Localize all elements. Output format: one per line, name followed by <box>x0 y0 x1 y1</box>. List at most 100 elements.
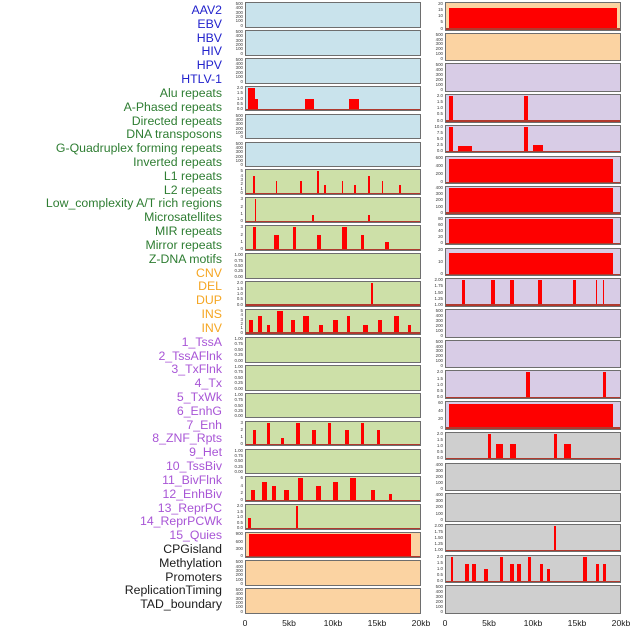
track-l3-y-axis: 500 400 300 200 100 0 <box>235 56 243 84</box>
row-label-1-tssa: 1_TssA <box>181 334 222 349</box>
data-bar <box>524 126 528 153</box>
track-r17-plot <box>445 493 621 522</box>
data-bar <box>602 372 607 398</box>
row-label-microsatellites: Microsatellites <box>144 210 222 225</box>
track-l5: 500 400 300 200 100 0 <box>226 113 421 140</box>
track-l9-bars <box>246 226 420 250</box>
row-label-hbv: HBV <box>196 30 222 45</box>
track-l16-bars <box>246 422 420 446</box>
track-r13-bars <box>446 371 620 398</box>
baseline <box>446 304 620 306</box>
track-l18-bars <box>246 477 420 502</box>
baseline <box>446 550 620 552</box>
track-r7-bars <box>446 187 620 214</box>
data-bar <box>449 7 617 30</box>
data-bar <box>487 433 492 460</box>
track-r7-y-axis: 400 300 200 100 0 <box>435 185 443 215</box>
track-r11: 500 400 300 200 100 0 <box>426 308 621 338</box>
track-r15: 2.0 1.5 1.0 0.5 0.0 <box>426 430 621 461</box>
data-bar <box>333 320 339 334</box>
track-r15-y-axis: 2.0 1.5 1.0 0.5 0.0 <box>436 430 443 461</box>
data-bar <box>496 444 504 460</box>
row-label-mirror-repeats: Mirror repeats <box>145 237 222 252</box>
data-bar <box>449 403 614 429</box>
data-bar <box>312 430 316 446</box>
data-bar <box>595 280 598 306</box>
track-r20: 500 400 300 200 100 0 <box>426 584 621 614</box>
data-bar <box>353 185 356 195</box>
data-bar <box>371 489 375 502</box>
track-l8-bars <box>246 198 420 223</box>
track-r8-plot <box>445 216 621 246</box>
track-l20-y-axis: 900 600 300 0 <box>235 531 243 558</box>
track-r1: 20 15 10 5 0 <box>426 1 621 31</box>
data-bar <box>385 242 389 250</box>
baseline <box>446 181 620 183</box>
data-bar <box>553 525 556 552</box>
track-r9-y-axis: 20 10 0 <box>438 246 443 277</box>
data-bar <box>266 422 271 446</box>
x-tick: 5kb <box>482 618 496 628</box>
row-label-15-quies: 15_Quies <box>169 528 222 543</box>
track-l5-bars <box>246 115 420 139</box>
row-label-12-enhbiv: 12_EnhBiv <box>162 486 222 501</box>
track-r1-y-axis: 20 15 10 5 0 <box>438 1 443 31</box>
data-bar <box>324 185 327 195</box>
track-l14-y-axis: 1.00 0.75 0.50 0.25 0.00 <box>234 363 243 391</box>
row-label-cnv: CNV <box>196 265 222 280</box>
row-label-inv: INV <box>201 320 223 335</box>
data-bar <box>393 315 400 334</box>
data-bar <box>449 252 614 276</box>
data-bar <box>484 569 488 583</box>
x-tick: 20kb <box>611 618 630 628</box>
row-label-7-enh: 7_Enh <box>186 417 222 432</box>
row-label-8-znf-rpts: 8_ZNF_Rpts <box>152 431 222 446</box>
track-r14: 60 40 20 0 <box>426 400 621 430</box>
track-r17-y-axis: 400 300 200 100 0 <box>435 492 443 522</box>
track-l6-y-axis: 500 400 300 200 100 0 <box>235 140 243 168</box>
row-label-hiv: HIV <box>201 44 223 59</box>
row-label-low-complexity-a-t-rich-regions: Low_complexity A/T rich regions <box>45 196 222 211</box>
row-label-l2-repeats: L2 repeats <box>163 182 222 197</box>
row-label-g-quadruplex-forming-repeats: G-Quadruplex forming repeats <box>55 141 222 156</box>
data-bar <box>539 564 544 583</box>
track-l22-y-axis: 500 400 300 200 100 0 <box>235 587 243 614</box>
row-label-a-phased-repeats: A-Phased repeats <box>123 99 222 114</box>
track-r18-bars <box>446 525 620 552</box>
track-r2-plot <box>445 32 621 62</box>
track-r13-plot <box>445 370 621 399</box>
data-bar <box>266 324 271 334</box>
data-bar <box>333 482 339 502</box>
data-bar <box>546 569 551 583</box>
track-l3-plot <box>245 57 421 84</box>
data-bar <box>341 180 344 195</box>
data-bar <box>360 234 365 250</box>
data-bar <box>261 482 267 502</box>
baseline <box>446 273 620 276</box>
track-r3: 500 400 300 200 100 0 <box>426 63 621 92</box>
track-r14-y-axis: 60 40 20 0 <box>438 400 443 430</box>
track-l14-plot <box>245 364 421 391</box>
data-bar <box>249 534 412 557</box>
track-r2-y-axis: 500 400 300 200 100 0 <box>435 31 443 62</box>
track-r11-bars <box>446 310 620 337</box>
data-bar <box>524 96 528 122</box>
track-l8-plot <box>245 197 421 224</box>
track-l13: 1.00 0.75 0.50 0.25 0.00 <box>226 336 421 363</box>
track-r15-plot <box>445 431 621 461</box>
track-l3: 500 400 300 200 100 0 <box>226 56 421 84</box>
track-l15-y-axis: 1.00 0.75 0.50 0.25 0.00 <box>234 391 243 419</box>
track-l20-plot <box>245 532 421 558</box>
track-l4: 2.0 1.5 1.0 0.5 0.0 <box>226 85 421 112</box>
track-l22: 500 400 300 200 100 0 <box>226 587 421 614</box>
track-r4-y-axis: 2.0 1.5 1.0 0.5 0.0 <box>436 93 443 123</box>
track-r6-y-axis: 600 400 200 0 <box>435 154 443 184</box>
data-bar <box>533 145 544 153</box>
data-bar <box>280 437 285 446</box>
track-r5-y-axis: 10.0 7.5 5.0 2.5 0.0 <box>434 123 443 154</box>
x-tick: 10kb <box>523 618 543 628</box>
track-l20: 900 600 300 0 <box>226 531 421 558</box>
